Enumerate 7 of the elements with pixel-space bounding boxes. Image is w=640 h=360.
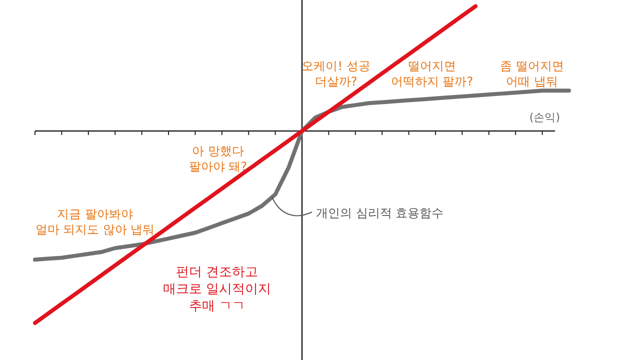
annotation: 아 망했다 팔아야 돼?	[188, 144, 248, 174]
annotation: 좀 떨어지면 어때 냅둬	[500, 59, 564, 89]
annotation: 떨어지면 어떡하지 팔까?	[390, 59, 474, 89]
annotation: 지금 팔아봐야 얼마 되지도 않아 냅둬	[35, 207, 155, 237]
annotation: 개인의 심리적 효용함수	[316, 206, 444, 220]
annotation: 펀더 견조하고 매크로 일시적이지 추매 ㄱㄱ	[162, 265, 272, 314]
annotation: (손익)	[529, 111, 560, 124]
